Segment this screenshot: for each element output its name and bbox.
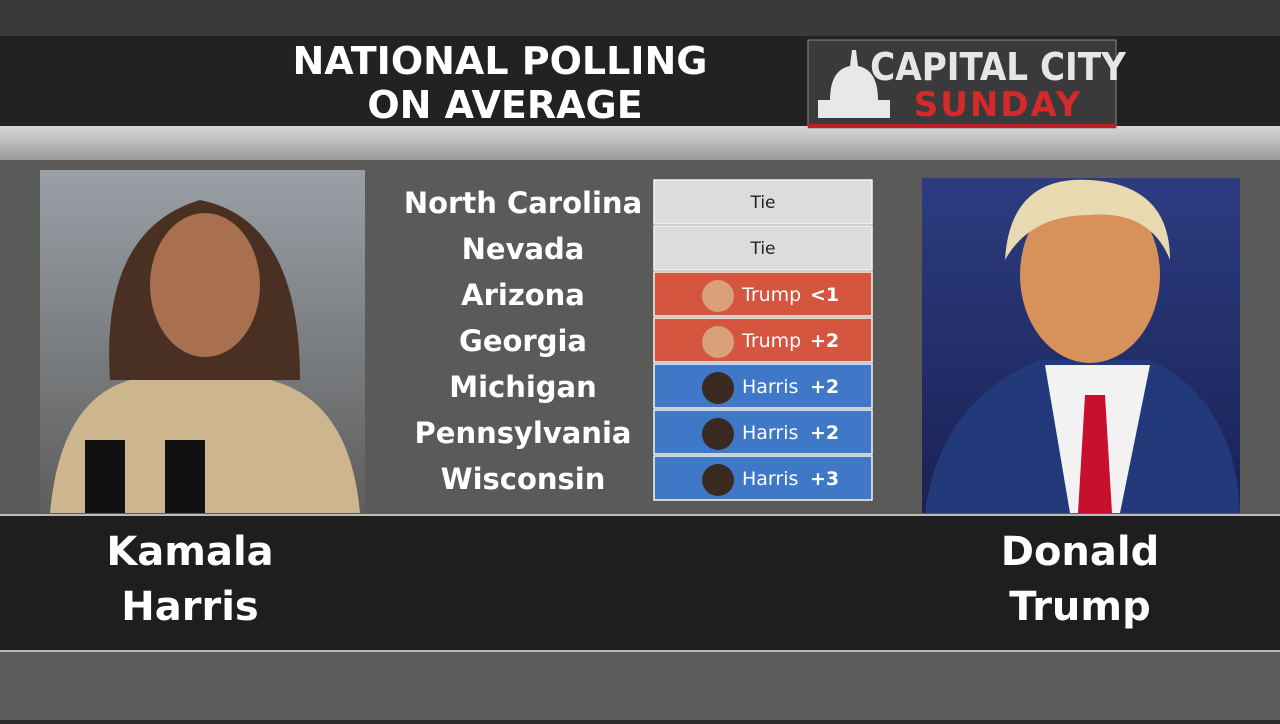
candidate-label: Harris: [742, 468, 798, 490]
margin-label: +2: [810, 330, 839, 352]
margin-label: +2: [810, 422, 839, 444]
result-box: [653, 455, 873, 501]
title-line: NATIONAL POLLING: [293, 39, 708, 83]
result-box: [653, 179, 873, 225]
result-label: Tie: [749, 239, 775, 259]
margin-label: <1: [810, 284, 839, 306]
header-divider: [0, 126, 1280, 160]
candidate-thumb: [702, 372, 734, 404]
margin-label: +3: [810, 468, 839, 490]
candidate-label: Harris: [742, 376, 798, 398]
candidate-label: Harris: [742, 422, 798, 444]
state-name: Wisconsin: [441, 462, 606, 496]
bottom-strip: [0, 652, 1280, 720]
candidate-thumb: [702, 418, 734, 450]
state-name: Arizona: [461, 278, 585, 312]
logo-top: CAPITAL CITY: [870, 45, 1127, 89]
hair: [1005, 179, 1170, 260]
candidate-name: Kamala: [106, 529, 273, 575]
logo: CAPITAL CITY SUNDAY: [807, 39, 1127, 129]
margin-label: +2: [810, 376, 839, 398]
result-box: [653, 225, 873, 271]
candidate-name: Donald: [1001, 529, 1160, 575]
candidate-label: Trump: [741, 284, 801, 306]
state-name: Pennsylvania: [415, 416, 632, 450]
harris-photo: [40, 170, 365, 513]
candidate-thumb: [702, 280, 734, 312]
name-band: [0, 516, 1280, 652]
candidate-name: Harris: [121, 584, 258, 630]
trump-photo: [922, 178, 1240, 513]
result-box: [653, 317, 873, 363]
state-name: Nevada: [462, 232, 585, 266]
microphone: [85, 440, 125, 513]
tie: [1078, 395, 1112, 513]
state-name: North Carolina: [404, 186, 642, 220]
candidate-thumb: [702, 326, 734, 358]
result-box: [653, 271, 873, 317]
state-name: Michigan: [449, 370, 597, 404]
face: [150, 213, 260, 357]
logo-underline: [808, 124, 1116, 128]
capitol-icon: [818, 50, 890, 118]
title-line: ON AVERAGE: [367, 83, 642, 127]
microphone: [165, 440, 205, 513]
candidate-name: Trump: [1009, 584, 1150, 630]
state-name: Georgia: [459, 324, 587, 358]
candidate-thumb: [702, 464, 734, 496]
top-strip: [0, 0, 1280, 36]
result-box: [653, 409, 873, 455]
result-box: [653, 363, 873, 409]
result-label: Tie: [749, 193, 775, 213]
results-table: North Carolina Tie Nevada Tie Arizona Trump <1…: [404, 179, 873, 501]
candidate-label: Trump: [741, 330, 801, 352]
face: [1020, 187, 1160, 363]
logo-bottom: SUNDAY: [914, 85, 1082, 125]
